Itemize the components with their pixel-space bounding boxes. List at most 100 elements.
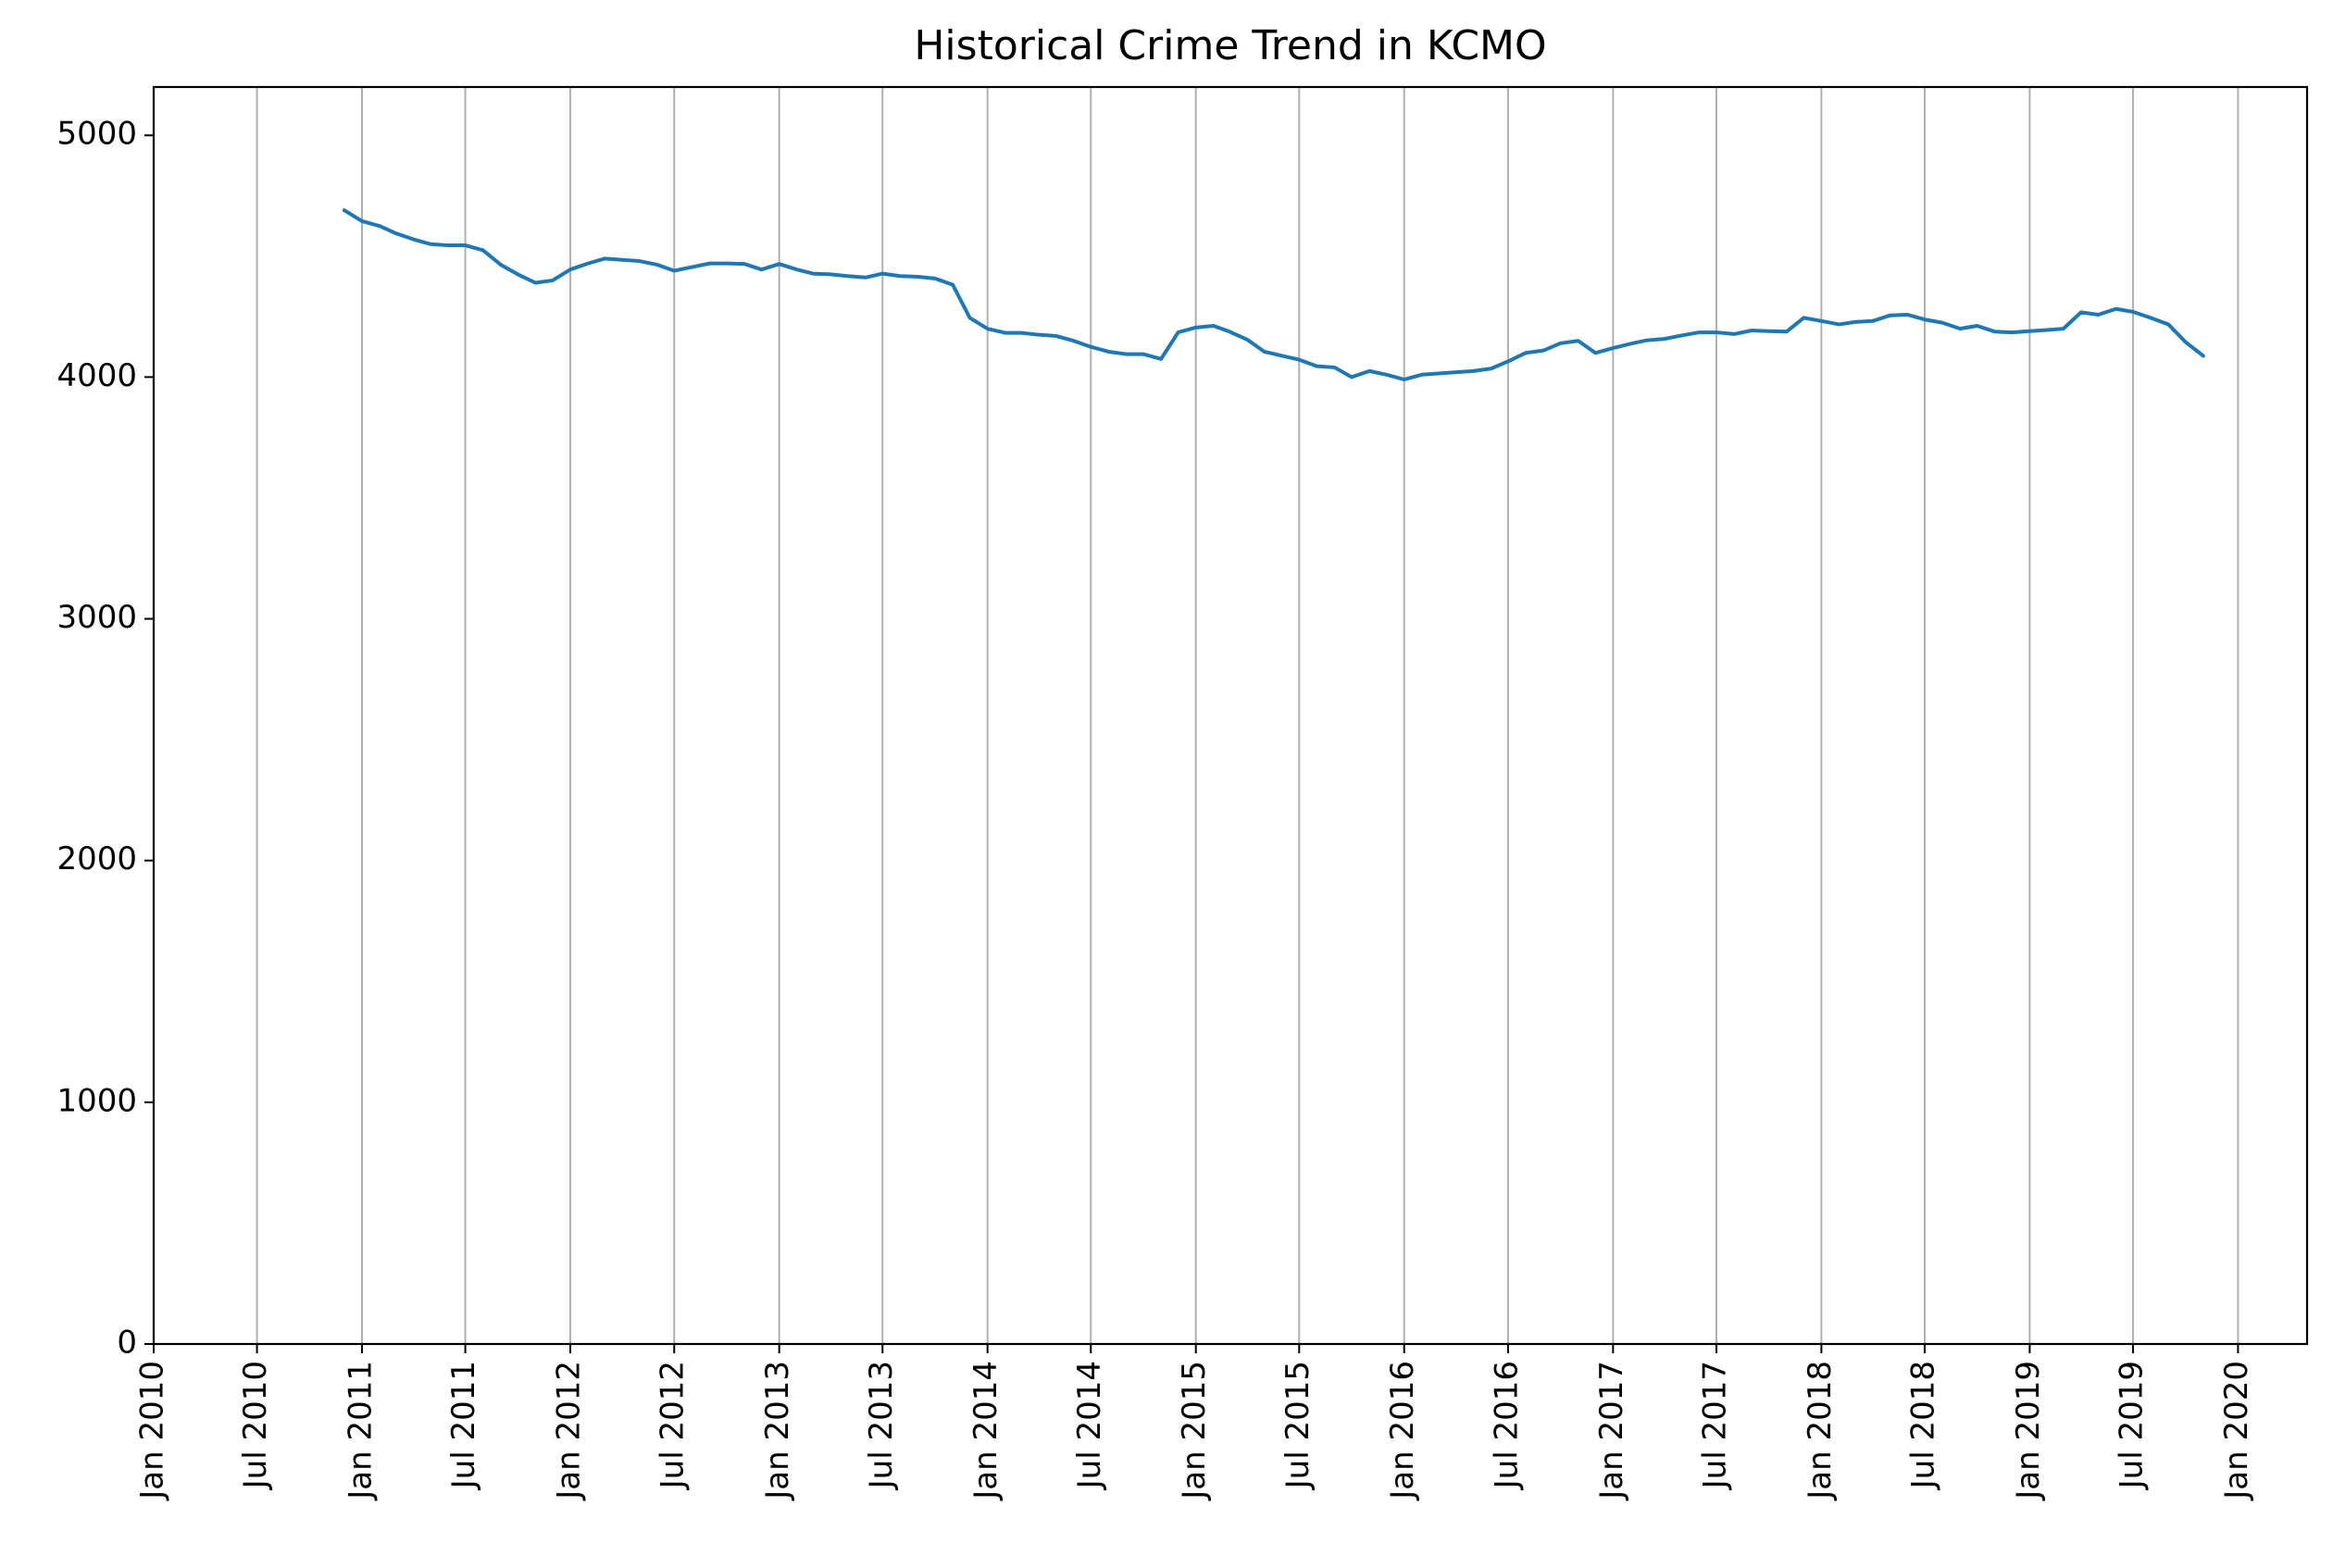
data-point [1837,322,1840,326]
data-point [1679,333,1683,337]
data-point [742,262,746,266]
data-point [1420,373,1424,377]
data-point [1785,330,1789,333]
data-point [2062,327,2065,330]
data-point [1106,350,1110,354]
data-point [2027,330,2031,333]
data-point [829,272,832,276]
data-point [1245,338,1249,342]
data-point [638,259,642,263]
data-point [778,262,781,266]
x-tick-label: Jan 2020 [2218,1361,2255,1501]
x-axis-ticks: Jan 2010 Jul 2010 Jan 2011 Jul 2011 Jan 2012… [134,1344,2255,1501]
y-tick-label: 2000 [56,840,137,877]
data-point [1715,330,1718,334]
data-point [412,238,416,242]
data-point [1177,330,1180,334]
data-point [1871,319,1875,323]
data-point [1263,350,1266,354]
data-point [1559,342,1563,345]
data-point [393,231,397,235]
data-point [795,268,799,271]
data-point [2114,307,2117,311]
data-point [811,272,815,276]
data-point [1958,327,1962,330]
data-point [2079,310,2083,314]
data-point [1993,330,1997,333]
data-point [1732,332,1736,336]
data-point [864,276,867,280]
data-point [1888,314,1891,317]
data-point [760,268,764,271]
data-point [933,277,937,280]
data-point [2184,341,2188,344]
data-point [1385,373,1389,377]
data-point [533,281,537,285]
plot-frame [152,85,2309,1346]
data-point [1297,358,1301,362]
y-tick-label: 3000 [56,599,137,636]
data-point [1819,319,1823,323]
data-point [2046,328,2050,331]
data-point [1142,353,1145,356]
data-point [2096,313,2100,317]
series-line [342,208,2205,381]
data-point [2131,310,2135,314]
data-point [1228,330,1231,333]
data-point [1280,354,1284,357]
data-point [551,279,555,282]
x-tick-label: Jul 2014 [1071,1361,1108,1490]
data-point [1506,359,1510,363]
x-tick-label: Jul 2017 [1696,1361,1733,1490]
data-point [880,272,884,276]
y-tick-label: 1000 [56,1082,137,1119]
data-point [951,283,954,287]
data-point [1124,353,1128,356]
data-point [1923,317,1927,321]
chart-title: Historical Crime Trend in KCMO [914,22,1546,69]
data-point [586,262,590,266]
x-tick-label: Jan 2019 [2010,1361,2047,1501]
data-point [1905,313,1909,317]
data-point [968,316,972,319]
data-point [1072,339,1076,342]
data-point [2166,322,2170,326]
data-point [1367,369,1371,373]
x-tick-label: Jul 2015 [1279,1361,1316,1490]
data-point [1853,320,1857,324]
data-point [429,243,432,246]
data-point [1454,370,1458,374]
data-point [1315,365,1318,368]
data-point [464,243,468,247]
data-point [360,219,364,223]
data-point [1802,316,1805,319]
data-point [1403,378,1406,381]
data-point [1611,346,1615,350]
data-point [1767,330,1771,333]
data-point [1940,321,1944,325]
data-point [690,266,693,269]
data-point [1489,367,1492,370]
data-point [655,263,659,267]
x-tick-label: Jan 2011 [343,1361,380,1501]
data-point [1159,357,1163,361]
x-tick-label: Jul 2010 [237,1361,274,1490]
series-layer [342,208,2205,381]
data-point [916,275,919,279]
data-point [446,243,450,247]
x-tick-label: Jul 2018 [1904,1361,1941,1490]
x-tick-label: Jan 2012 [551,1361,588,1501]
x-tick-label: Jan 2015 [1176,1361,1213,1501]
data-point [343,208,346,212]
y-tick-label: 5000 [56,116,137,153]
x-tick-label: Jul 2012 [655,1361,692,1490]
x-tick-label: Jan 2013 [759,1361,796,1501]
x-tick-label: Jan 2018 [1802,1361,1839,1501]
x-tick-label: Jan 2017 [1593,1361,1630,1501]
data-point [2149,316,2152,319]
data-point [898,274,902,278]
data-point [1663,337,1666,341]
data-point [1628,342,1632,345]
